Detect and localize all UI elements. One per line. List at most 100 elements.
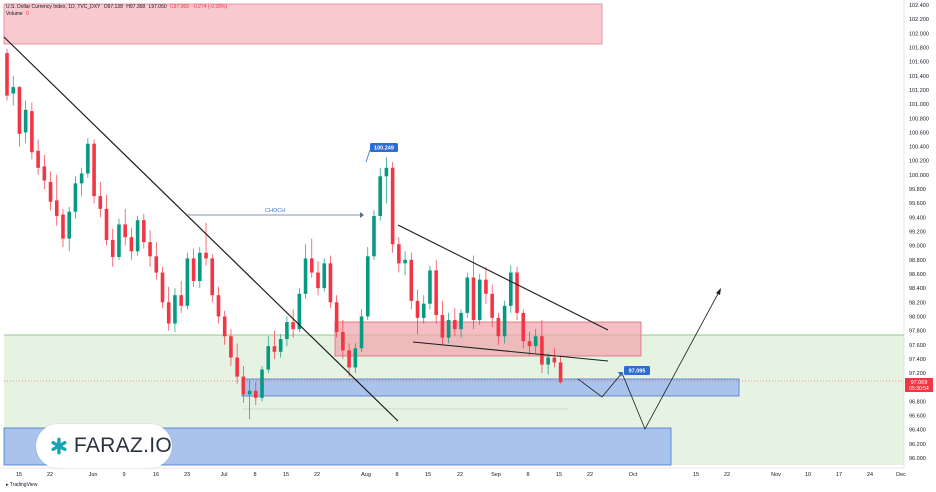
candle-body [440, 315, 445, 338]
countdown-text: 05:30:54 [909, 386, 929, 392]
candle-body [272, 346, 277, 352]
price-axis: 102.400 102.200 102.000 101.800 101.600 101.4… [909, 3, 929, 462]
time-tick-label: 24 [867, 472, 873, 478]
candle-body [48, 181, 53, 202]
candle-body [61, 214, 65, 239]
time-tick-label: Aug [361, 472, 371, 478]
price-tick-label: 99.400 [909, 215, 926, 221]
candle-body [179, 295, 183, 306]
candle-body [415, 300, 420, 318]
candle-body [166, 302, 171, 324]
time-tick-label: 16 [153, 472, 159, 478]
candle-body [297, 293, 302, 330]
price-tick-label: 98.600 [909, 272, 926, 278]
chart-header: U.S. Dollar Currency Index, 1D, TVC_DXY … [6, 4, 227, 18]
candle-body [341, 332, 345, 351]
candle-body [154, 256, 159, 273]
candle-body [397, 244, 401, 264]
candle-body [378, 176, 382, 216]
price-tick-label: 97.400 [909, 357, 926, 363]
price-tick-label: 98.200 [909, 300, 926, 306]
candle-body [185, 258, 190, 306]
candle-body [365, 256, 370, 317]
high-price-tag [370, 143, 398, 152]
price-tick-label: 99.800 [909, 187, 926, 193]
candle-body [490, 293, 494, 318]
candle-body [247, 390, 252, 395]
time-tick-label: Nov [771, 472, 781, 478]
supply-zone-mid [334, 321, 642, 357]
symbol-title[interactable]: U.S. Dollar Currency Index, 1D, TVC_DXY [6, 4, 101, 10]
candle-body [403, 259, 407, 264]
price-tick-label: 97.800 [909, 329, 926, 335]
supply-zone-top [3, 3, 603, 45]
price-tick-label: 97.200 [909, 371, 926, 377]
time-axis: 15 22 Jun 9 16 23 Jul 8 15 22 Aug 8 15 22 Sep 8 15 22 Oct 1… [16, 472, 906, 478]
candle-body [11, 87, 16, 94]
candle-body [552, 357, 557, 363]
candle-body [477, 279, 482, 320]
candle-body [67, 211, 71, 239]
current-price-text: 97.069 [911, 380, 928, 386]
price-tick-label: 100.800 [909, 116, 929, 122]
candle-body [328, 263, 333, 303]
candle-body [372, 215, 376, 257]
candle-body [353, 348, 358, 368]
target-price-tag [624, 366, 650, 375]
time-tick-label: 15 [693, 472, 699, 478]
candle-body [546, 357, 550, 365]
candle-body [322, 263, 327, 289]
candle-body [17, 87, 22, 134]
price-tick-label: 96.600 [909, 414, 926, 420]
candle-body [30, 111, 34, 153]
candle-body [5, 53, 9, 96]
high-price-connector [365, 149, 371, 163]
price-tick-label: 96.400 [909, 428, 926, 434]
time-tick-label: 8 [253, 472, 256, 478]
candles [5, 48, 563, 420]
candle-body [434, 270, 438, 316]
price-tick-label: 101.000 [909, 102, 929, 108]
time-tick-label: 15 [425, 472, 431, 478]
candle-body [160, 272, 165, 303]
time-tick-label: 22 [314, 472, 320, 478]
candle-body [92, 143, 96, 197]
time-tick-label: Oct [629, 472, 638, 478]
main-downtrend-line [3, 36, 399, 422]
candle-body [558, 362, 563, 383]
candle-body [222, 316, 227, 337]
candle-body [135, 220, 140, 252]
price-tick-label: 102.400 [909, 3, 929, 9]
price-tick-label: 99.000 [909, 244, 926, 250]
volume-label[interactable]: Volume [6, 11, 23, 17]
candle-body [98, 196, 103, 209]
price-tick-label: 98.400 [909, 286, 926, 292]
candle-body [123, 224, 127, 238]
choch-arrow-head [360, 212, 364, 218]
candle-body [334, 302, 339, 333]
time-tick-label: Jul [220, 472, 227, 478]
candle-body [110, 239, 115, 257]
time-tick-label: 10 [805, 472, 811, 478]
price-tick-label: 97.600 [909, 343, 926, 349]
candle-body [428, 270, 432, 304]
candle-body [515, 272, 519, 313]
candle-body [54, 200, 59, 216]
price-tick-label: 100.200 [909, 159, 929, 165]
time-tick-label: 23 [184, 472, 190, 478]
candle-body [446, 319, 451, 338]
tradingview-watermark: ▸ TradingView [6, 482, 38, 488]
time-tick-label: 8 [526, 472, 529, 478]
candle-body [86, 143, 90, 174]
candle-body [148, 242, 152, 257]
candle-body [409, 259, 414, 301]
time-tick-label: 9 [122, 472, 125, 478]
price-tick-label: 98.800 [909, 258, 926, 264]
choch-label: CHOCH [265, 208, 285, 214]
candle-body [291, 322, 295, 330]
time-tick-label: 15 [283, 472, 289, 478]
candle-body [309, 258, 314, 273]
candle-body [521, 312, 526, 342]
faraz-logo: FARAZ.IO [36, 424, 172, 468]
